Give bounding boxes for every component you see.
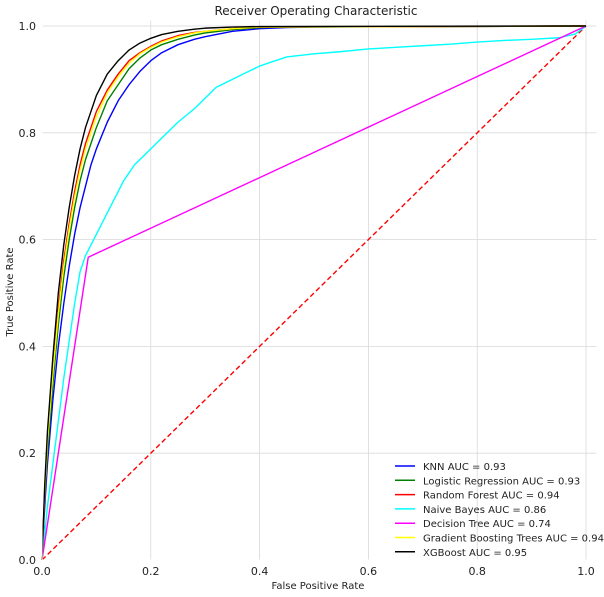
plot-frame: [41, 19, 598, 561]
legend-label: Logistic Regression AUC = 0.93: [423, 476, 580, 487]
roc-curve-gradient-boosting-trees: [41, 25, 587, 561]
series-group: [41, 25, 587, 561]
roc-curve-naive-bayes: [41, 25, 587, 561]
roc-curve-decision-tree: [41, 25, 587, 561]
chart-title: Receiver Operating Characteristic: [214, 4, 417, 18]
y-axis-title: True Positive Rate: [5, 247, 16, 337]
x-axis-ticks: 0.0 0.2 0.4 0.6 0.8 1.0: [33, 565, 595, 578]
roc-curve-logistic-regression: [41, 25, 587, 561]
grid: [41, 20, 597, 561]
x-tick-label: 1.0: [577, 565, 595, 578]
x-axis-title: False Positive Rate: [272, 581, 365, 592]
reference-line-group: [41, 25, 587, 561]
x-tick-label: 0.0: [33, 565, 51, 578]
x-tick-label: 0.6: [360, 565, 378, 578]
y-tick-label: 0.2: [19, 447, 37, 460]
y-tick-label: 0.8: [19, 127, 37, 140]
legend-label: KNN AUC = 0.93: [423, 462, 506, 473]
y-axis-ticks: 0.0 0.2 0.4 0.6 0.8 1.0: [19, 20, 37, 567]
x-tick-label: 0.4: [251, 565, 269, 578]
x-tick-label: 0.2: [142, 565, 160, 578]
legend-label: Naive Bayes AUC = 0.86: [423, 505, 546, 516]
y-tick-label: 0.6: [19, 234, 37, 247]
roc-curve-knn: [41, 25, 587, 561]
reference-diagonal-line: [41, 25, 587, 561]
y-tick-label: 1.0: [19, 20, 37, 33]
y-tick-label: 0.4: [19, 340, 37, 353]
legend-label: Random Forest AUC = 0.94: [423, 491, 560, 502]
roc-curve-xgboost: [41, 25, 587, 561]
legend-label: XGBoost AUC = 0.95: [423, 548, 527, 559]
legend-label: Gradient Boosting Trees AUC = 0.94: [423, 534, 604, 545]
y-tick-label: 0.0: [19, 554, 37, 567]
legend-label: Decision Tree AUC = 0.74: [423, 519, 551, 530]
x-tick-label: 0.8: [468, 565, 486, 578]
legend: KNN AUC = 0.93 Logistic Regression AUC = …: [395, 462, 604, 559]
